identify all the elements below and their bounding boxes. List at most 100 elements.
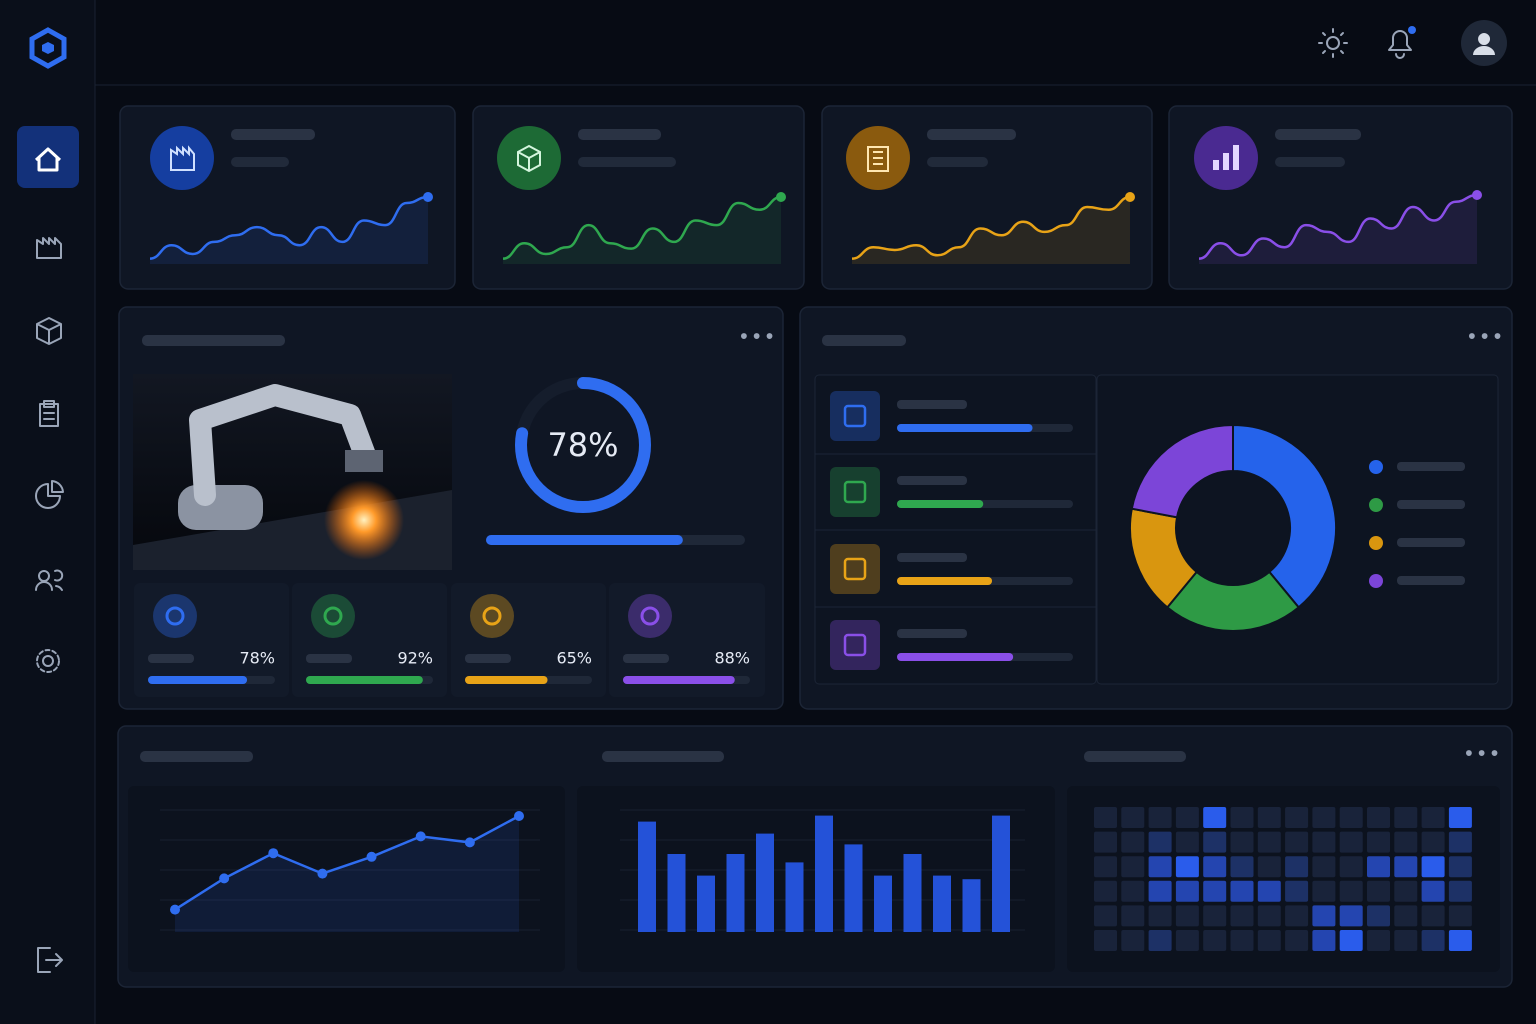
heatmap-cell	[1230, 880, 1254, 902]
nav-pie[interactable]	[35, 480, 64, 509]
heatmap-cell	[1339, 905, 1363, 927]
line-chart-panel	[128, 786, 565, 972]
bar	[785, 862, 804, 932]
heatmap-cell	[1285, 880, 1309, 902]
list-icon	[830, 620, 880, 670]
heatmap-cell	[1094, 880, 1117, 902]
heatmap-cell	[1339, 880, 1363, 902]
heatmap-cell	[1394, 905, 1418, 927]
list-icon-glyph	[843, 404, 867, 428]
heatmap-cell	[1230, 930, 1254, 951]
kpi-icon-dot	[323, 606, 343, 626]
more-menu[interactable]: •••	[738, 325, 776, 349]
line	[174, 814, 520, 911]
line-point	[170, 904, 180, 915]
heatmap-cell	[1257, 930, 1281, 951]
line-point	[268, 848, 279, 859]
robot-base	[178, 485, 263, 530]
factory-glyph	[170, 145, 195, 171]
heatmap-cell	[1367, 856, 1390, 878]
notifications[interactable]	[1388, 30, 1412, 59]
sparkline-area	[503, 197, 781, 264]
heatmap-cell	[1394, 880, 1418, 902]
heatmap-cell	[1175, 930, 1199, 951]
heatmap-cell	[1394, 807, 1418, 828]
heatmap-cell	[1421, 880, 1445, 902]
placeholder	[231, 157, 289, 167]
heatmap-cell	[1148, 905, 1172, 927]
donut-segment	[1130, 423, 1234, 519]
kpi-icon	[311, 594, 355, 638]
nav-clipboard[interactable]	[39, 400, 59, 427]
heatmap-cell	[1121, 807, 1145, 828]
heatmap-cell	[1312, 807, 1336, 828]
list-icon	[830, 391, 880, 441]
gauge-arc	[515, 377, 651, 513]
heatmap-cell	[1257, 905, 1281, 927]
heatmap-cell	[1339, 930, 1363, 951]
nav-factory[interactable]	[36, 237, 62, 259]
nav-logout[interactable]	[37, 947, 63, 973]
heatmap-cell	[1148, 856, 1172, 878]
sparkline	[149, 195, 429, 260]
list-bar	[897, 653, 1014, 661]
heatmap-cell	[1367, 905, 1390, 927]
nav-home-active[interactable]	[17, 126, 79, 188]
robot-head	[345, 450, 383, 472]
heatmap-cell	[1448, 856, 1472, 878]
heatmap-cell	[1094, 930, 1117, 951]
placeholder	[927, 129, 1016, 140]
line-point	[514, 811, 524, 821]
logo-core	[42, 42, 54, 54]
heatmap-cell	[1285, 831, 1309, 853]
placeholder	[602, 751, 724, 762]
nav-settings[interactable]	[42, 655, 54, 667]
sparkline-end	[1125, 192, 1135, 203]
heatmap-cell	[1448, 807, 1472, 828]
kpi-value: 65%	[556, 649, 592, 668]
kpi-bar	[306, 676, 423, 684]
nav-users[interactable]	[35, 569, 64, 591]
more-menu[interactable]: •••	[1463, 742, 1501, 766]
heatmap-panel	[1067, 786, 1500, 972]
list-icon	[830, 544, 880, 594]
heatmap-cell	[1148, 880, 1172, 902]
placeholder	[142, 335, 285, 346]
kpi-value: 78%	[239, 649, 275, 668]
legend-dot	[1369, 498, 1383, 512]
line-point	[366, 851, 377, 862]
legend-dot	[1369, 574, 1383, 588]
nav-box[interactable]	[36, 317, 62, 345]
bar	[697, 875, 715, 932]
home-icon	[34, 147, 62, 172]
theme-toggle[interactable]	[1326, 36, 1340, 50]
heatmap-cell	[1121, 831, 1145, 853]
placeholder	[897, 476, 967, 485]
heatmap-cell	[1421, 807, 1445, 828]
dynamic-content: 78% 78% 92% 65% 88%	[148, 190, 1482, 951]
line-point	[317, 868, 328, 879]
placeholder	[306, 654, 352, 663]
heatmap-cell	[1175, 807, 1199, 828]
placeholder	[1275, 157, 1345, 167]
logo[interactable]	[29, 27, 67, 69]
heatmap-cell	[1148, 930, 1172, 951]
heatmap-cell	[1421, 930, 1445, 951]
line-point	[219, 873, 230, 884]
bar	[992, 815, 1010, 932]
bar	[815, 815, 833, 932]
more-menu[interactable]: •••	[1466, 325, 1504, 349]
heatmap-cell	[1230, 856, 1254, 878]
avatar-icon	[1473, 33, 1495, 55]
card-icon	[150, 126, 214, 190]
sparkline-area	[150, 197, 428, 264]
heatmap-cell	[1448, 831, 1472, 853]
heatmap-cell	[1230, 807, 1254, 828]
heatmap-cell	[1367, 930, 1390, 951]
sun-rays	[1318, 28, 1348, 58]
sparkline	[851, 195, 1131, 260]
box-glyph	[517, 144, 541, 173]
placeholder	[1397, 576, 1465, 585]
heatmap-cell	[1339, 856, 1363, 878]
